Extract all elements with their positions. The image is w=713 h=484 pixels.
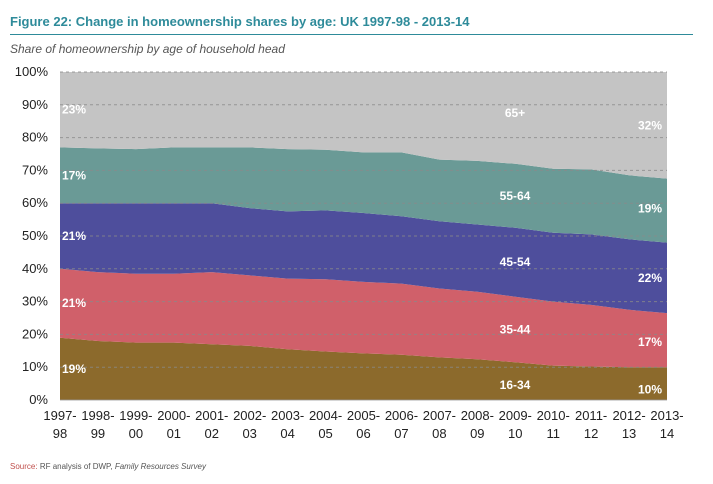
x-tick-7: 2004- <box>309 408 342 423</box>
source-key: Source: <box>10 462 38 471</box>
y-tick-8: 80% <box>22 130 48 145</box>
x-tick-3: 2000- <box>157 408 190 423</box>
y-tick-3: 30% <box>22 294 48 309</box>
x-tick-line2-7: 05 <box>318 426 332 441</box>
y-tick-9: 90% <box>22 97 48 112</box>
source-note: Source: RF analysis of DWP, Family Resou… <box>10 462 206 471</box>
x-tick-1: 1998- <box>81 408 114 423</box>
x-tick-line2-10: 08 <box>432 426 446 441</box>
area-55-64 <box>60 147 667 243</box>
y-tick-2: 20% <box>22 326 48 341</box>
y-tick-7: 70% <box>22 162 48 177</box>
x-tick-11: 2008- <box>461 408 494 423</box>
x-tick-line2-16: 14 <box>660 426 674 441</box>
x-tick-10: 2007- <box>423 408 456 423</box>
x-tick-line2-5: 03 <box>242 426 256 441</box>
label-first-55-64: 17% <box>62 168 86 182</box>
label-last-35-44: 17% <box>638 335 662 349</box>
x-tick-line2-13: 11 <box>546 426 560 441</box>
x-tick-4: 2001- <box>195 408 228 423</box>
series-label-16-34: 16-34 <box>500 378 531 392</box>
chart-subtitle: Share of homeownership by age of househo… <box>10 42 285 56</box>
series-label-35-44: 35-44 <box>500 322 531 336</box>
x-tick-line2-0: 98 <box>53 426 67 441</box>
area-45-54 <box>60 203 667 314</box>
x-tick-16: 2013- <box>650 408 683 423</box>
x-tick-6: 2003- <box>271 408 304 423</box>
label-last-16-34: 10% <box>638 383 662 397</box>
x-tick-line2-1: 99 <box>91 426 105 441</box>
x-tick-8: 2005- <box>347 408 380 423</box>
x-tick-15: 2012- <box>612 408 645 423</box>
label-first-65+: 23% <box>62 103 86 117</box>
x-tick-line2-2: 00 <box>129 426 143 441</box>
title-rule <box>10 34 693 35</box>
y-tick-0: 0% <box>29 392 48 407</box>
x-tick-0: 1997- <box>43 408 76 423</box>
x-tick-line2-9: 07 <box>394 426 408 441</box>
series-label-55-64: 55-64 <box>500 189 531 203</box>
y-tick-6: 60% <box>22 195 48 210</box>
area-16-34 <box>60 337 667 400</box>
x-tick-13: 2010- <box>537 408 570 423</box>
label-first-16-34: 19% <box>62 362 86 376</box>
label-last-45-54: 22% <box>638 271 662 285</box>
area-65+ <box>60 72 667 179</box>
x-tick-12: 2009- <box>499 408 532 423</box>
label-last-65+: 32% <box>638 118 662 132</box>
label-first-35-44: 21% <box>62 296 86 310</box>
y-tick-10: 100% <box>15 64 49 79</box>
x-tick-5: 2002- <box>233 408 266 423</box>
x-tick-line2-4: 02 <box>205 426 219 441</box>
series-label-45-54: 45-54 <box>500 255 531 269</box>
x-tick-line2-6: 04 <box>280 426 294 441</box>
label-first-45-54: 21% <box>62 229 86 243</box>
source-doc: Family Resources Survey <box>114 462 206 471</box>
source-text: RF analysis of DWP, <box>39 462 113 471</box>
y-tick-5: 50% <box>22 228 48 243</box>
x-tick-2: 1999- <box>119 408 152 423</box>
x-tick-14: 2011- <box>575 408 607 423</box>
x-tick-line2-11: 09 <box>470 426 484 441</box>
y-tick-1: 10% <box>22 359 48 374</box>
x-tick-line2-12: 10 <box>508 426 522 441</box>
label-last-55-64: 19% <box>638 202 662 216</box>
x-tick-line2-15: 13 <box>622 426 636 441</box>
series-label-65+: 65+ <box>505 106 525 120</box>
x-tick-line2-3: 01 <box>167 426 181 441</box>
x-tick-9: 2006- <box>385 408 418 423</box>
x-tick-line2-14: 12 <box>584 426 598 441</box>
area-35-44 <box>60 268 667 368</box>
figure-title: Figure 22: Change in homeownership share… <box>10 14 470 29</box>
x-tick-line2-8: 06 <box>356 426 370 441</box>
y-tick-4: 40% <box>22 261 48 276</box>
